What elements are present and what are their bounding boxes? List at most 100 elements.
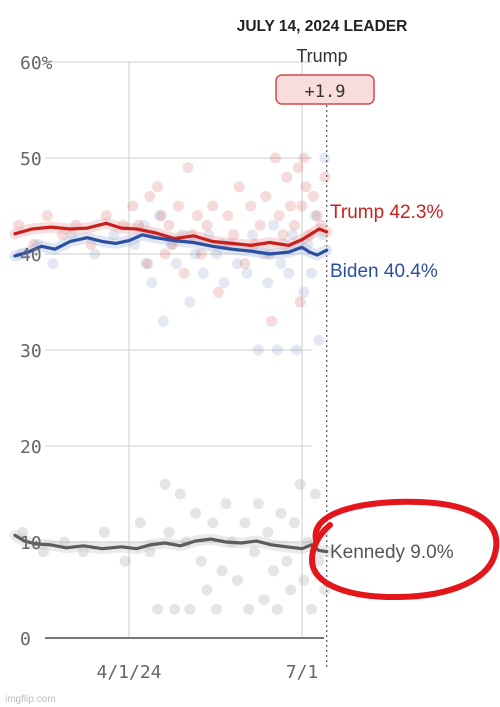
poll-dot-kennedy-4 — [98, 526, 110, 538]
poll-dot-biden-41 — [319, 152, 331, 164]
poll-dot-trump-42 — [288, 219, 300, 231]
leader-margin-badge — [275, 74, 375, 105]
poll-dot-trump-48 — [311, 210, 323, 222]
poll-dot-trump-29 — [228, 229, 240, 241]
poll-dot-kennedy-14 — [184, 603, 196, 615]
poll-dot-biden-18 — [203, 229, 215, 241]
x-tick-label-0: 4/1/24 — [96, 662, 161, 683]
poll-dot-biden-37 — [306, 267, 318, 279]
poll-dot-trump-3 — [56, 229, 68, 241]
poll-dot-trump-15 — [159, 248, 171, 260]
poll-dot-kennedy-33 — [281, 555, 293, 567]
poll-dot-trump-23 — [195, 248, 207, 260]
poll-dot-biden-16 — [190, 248, 202, 260]
poll-dot-kennedy-31 — [271, 603, 283, 615]
poll-dot-biden-3 — [66, 229, 78, 241]
poll-dot-kennedy-43 — [319, 584, 331, 596]
axis-ticks: 0 10 20 30 40 50 60% 4/1/24 7/1 — [20, 53, 318, 683]
poll-dot-trump-2 — [41, 210, 53, 222]
poll-dot-biden-33 — [286, 229, 298, 241]
poll-dot-biden-8 — [142, 258, 154, 270]
series-label-kennedy: Kennedy 9.0% — [330, 542, 454, 563]
poll-dot-biden-28 — [267, 219, 279, 231]
poll-dot-trump-19 — [178, 267, 190, 279]
poll-dot-kennedy-36 — [294, 478, 306, 490]
poll-dot-biden-29 — [271, 344, 283, 356]
poll-dot-kennedy-10 — [163, 526, 175, 538]
poll-dot-biden-35 — [298, 286, 310, 298]
poll-dot-kennedy-40 — [309, 488, 321, 500]
poll-dot-trump-20 — [182, 162, 194, 174]
poll-dot-trump-32 — [245, 200, 257, 212]
poll-dot-trump-26 — [212, 286, 224, 298]
poll-dot-biden-23 — [241, 267, 253, 279]
poll-dot-kennedy-12 — [174, 488, 186, 500]
poll-dot-biden-32 — [283, 267, 295, 279]
leader-heading: JULY 14, 2024 LEADER — [237, 18, 408, 35]
poll-dot-trump-38 — [273, 210, 285, 222]
poll-dot-biden-15 — [184, 296, 196, 308]
poll-dot-kennedy-39 — [306, 603, 318, 615]
poll-dot-kennedy-34 — [285, 584, 297, 596]
poll-dot-trump-53 — [298, 152, 310, 164]
poll-dot-kennedy-16 — [195, 555, 207, 567]
leader-margin: +1.9 — [305, 82, 346, 102]
poll-dot-biden-4 — [89, 248, 101, 260]
average-lines — [9, 217, 333, 558]
poll-dot-trump-50 — [319, 171, 331, 183]
poll-dot-biden-22 — [231, 258, 243, 270]
poll-dot-biden-25 — [252, 344, 264, 356]
poll-dot-biden-30 — [275, 258, 287, 270]
poll-dot-kennedy-11 — [169, 603, 181, 615]
poll-dot-biden-6 — [129, 238, 141, 250]
poll-dot-trump-22 — [191, 210, 203, 222]
poll-dot-kennedy-28 — [258, 594, 270, 606]
poll-dot-kennedy-17 — [201, 584, 213, 596]
poll-dot-trump-44 — [296, 200, 308, 212]
poll-dot-kennedy-30 — [267, 565, 279, 577]
poll-dot-trump-31 — [239, 258, 251, 270]
poll-dot-trump-34 — [254, 219, 266, 231]
poll-dot-kennedy-0 — [17, 526, 29, 538]
poll-dot-trump-24 — [201, 219, 213, 231]
poll-dot-kennedy-25 — [243, 603, 255, 615]
poll-dot-kennedy-29 — [262, 526, 274, 538]
poll-dot-trump-16 — [163, 219, 175, 231]
poll-dot-kennedy-27 — [252, 498, 264, 510]
series-line-trump — [13, 221, 329, 247]
poll-dot-kennedy-24 — [239, 517, 251, 529]
poll-dot-biden-19 — [210, 248, 222, 260]
poll-dot-biden-39 — [313, 334, 325, 346]
poll-dot-trump-8 — [127, 200, 139, 212]
poll-dot-trump-30 — [233, 181, 245, 193]
poll-dot-trump-13 — [152, 181, 164, 193]
gridlines — [45, 61, 328, 668]
poll-dot-trump-0 — [13, 219, 25, 231]
y-tick-label-50: 50 — [20, 149, 42, 170]
poll-dot-biden-10 — [153, 210, 165, 222]
poll-dot-kennedy-15 — [190, 507, 202, 519]
y-tick-label-20: 20 — [20, 437, 42, 458]
poll-dot-biden-13 — [171, 258, 183, 270]
poll-dot-trump-35 — [260, 190, 272, 202]
poll-dot-kennedy-5 — [119, 555, 131, 567]
poll-dot-kennedy-21 — [220, 498, 232, 510]
series-label-biden: Biden 40.4% — [330, 261, 438, 282]
series-labels: Trump 42.3% Biden 40.4% Kennedy 9.0% — [330, 202, 454, 563]
poll-dot-kennedy-18 — [207, 517, 219, 529]
poll-dot-trump-6 — [100, 210, 112, 222]
poll-dot-trump-11 — [144, 190, 156, 202]
series-line-kennedy — [13, 533, 329, 554]
poll-dot-kennedy-1 — [37, 546, 49, 558]
poll-dot-trump-5 — [85, 238, 97, 250]
poll-dot-biden-34 — [290, 344, 302, 356]
poll-dot-kennedy-20 — [216, 565, 228, 577]
poll-dot-kennedy-3 — [77, 546, 89, 558]
y-tick-label-60: 60% — [20, 53, 53, 74]
poll-dot-kennedy-41 — [313, 555, 325, 567]
poll-dot-biden-20 — [218, 277, 230, 289]
poll-dot-biden-7 — [138, 219, 150, 231]
poll-dot-biden-24 — [247, 229, 259, 241]
poll-dot-kennedy-19 — [210, 603, 222, 615]
